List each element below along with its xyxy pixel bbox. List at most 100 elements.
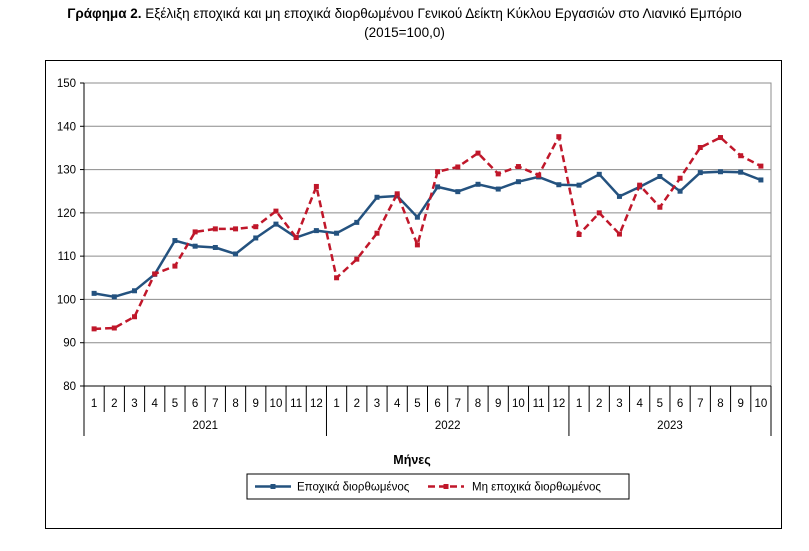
chart-subtitle: (2015=100,0) (364, 25, 445, 40)
data-point (273, 221, 279, 227)
x-tick-label: 10 (754, 398, 767, 410)
x-tick-label: 4 (636, 398, 643, 410)
data-point (293, 235, 299, 241)
data-point (414, 214, 420, 220)
x-tick-label: 6 (677, 398, 683, 410)
data-point (576, 182, 582, 188)
data-point (354, 256, 360, 262)
x-tick-label: 11 (290, 398, 302, 410)
x-tick-label: 2 (354, 398, 360, 410)
legend-swatch-marker (270, 484, 276, 489)
data-point (273, 208, 279, 214)
series-lines (91, 134, 764, 332)
x-tick-label: 10 (270, 398, 283, 410)
data-point (677, 188, 683, 194)
y-tick-label: 130 (57, 165, 76, 177)
plot-area-border (83, 82, 772, 387)
series-line-non-seasonally-adjusted (94, 135, 762, 331)
data-point (414, 242, 420, 248)
data-point (172, 263, 178, 269)
data-point (475, 181, 481, 187)
y-tick-label: 110 (58, 251, 76, 263)
x-tick-label: 9 (253, 398, 259, 410)
data-point (334, 275, 340, 281)
data-point (738, 169, 744, 175)
data-point (657, 204, 663, 210)
data-point (495, 186, 501, 192)
x-tick-label: 2 (596, 398, 602, 410)
data-point (758, 177, 764, 183)
data-point (374, 230, 380, 236)
chart-title-bold: Γράφημα 2. (67, 6, 142, 21)
x-tick-label: 5 (414, 398, 420, 410)
x-tick-label: 3 (616, 398, 622, 410)
data-point (313, 183, 319, 189)
x-axis-title: Μήνες (393, 453, 430, 467)
chart-frame (45, 60, 782, 529)
data-point (738, 153, 744, 159)
x-tick-label: 6 (192, 398, 198, 410)
data-point (253, 235, 259, 241)
data-point (253, 224, 259, 230)
data-point (556, 134, 562, 140)
y-tick-label: 100 (57, 294, 76, 306)
x-tick-label: 4 (152, 398, 159, 410)
data-point (172, 238, 178, 244)
data-point (313, 228, 319, 234)
data-point (637, 182, 643, 188)
data-point (132, 288, 138, 294)
x-tick-label: 3 (131, 398, 137, 410)
legend-label: Μη εποχικά διορθωμένος (472, 482, 601, 494)
series-line-seasonally-adjusted (93, 170, 762, 299)
legend-swatch-marker (443, 484, 449, 489)
x-tick-label: 8 (232, 398, 238, 410)
x-tick-label: 1 (91, 398, 97, 410)
data-point (677, 175, 683, 181)
data-point (374, 194, 380, 200)
data-point (212, 226, 218, 232)
x-tick-label: 4 (394, 398, 401, 410)
y-tick-label: 140 (57, 121, 76, 133)
legend-box (246, 473, 630, 500)
x-tick-label: 12 (310, 398, 323, 410)
data-point (515, 164, 521, 170)
data-point (717, 135, 723, 141)
chart-title: Γράφημα 2. Εξέλιξη εποχικά και μη εποχικ… (0, 4, 809, 42)
data-point (515, 179, 521, 185)
data-point (616, 193, 622, 199)
x-tick-label: 1 (576, 398, 582, 410)
year-label: 2023 (657, 420, 683, 432)
x-tick-label: 9 (495, 398, 501, 410)
x-tick-label: 5 (172, 398, 178, 410)
gridlines (83, 82, 772, 387)
legend-label: Εποχικά διορθωμένος (297, 482, 410, 494)
data-point (111, 325, 117, 331)
data-point (192, 229, 198, 235)
data-point (657, 173, 663, 179)
data-point (455, 164, 461, 170)
data-point (233, 226, 239, 232)
data-point (435, 184, 441, 190)
data-point (435, 169, 441, 175)
x-tick-label: 1 (333, 398, 339, 410)
y-tick-label: 120 (57, 208, 76, 220)
data-point (475, 150, 481, 156)
data-point (455, 189, 461, 195)
data-point (132, 314, 138, 320)
x-tick-label: 12 (552, 398, 565, 410)
x-tick-label: 9 (737, 398, 743, 410)
chart-title-text: Εξέλιξη εποχικά και μη εποχικά διορθωμέν… (141, 6, 742, 21)
data-point (536, 172, 542, 178)
data-point (192, 243, 198, 249)
data-point (152, 271, 158, 277)
data-point (91, 326, 97, 332)
data-point (91, 290, 97, 296)
data-point (334, 230, 340, 236)
data-point (495, 171, 501, 177)
x-tick-label: 6 (434, 398, 440, 410)
x-tick-label: 8 (717, 398, 723, 410)
year-label: 2022 (435, 420, 461, 432)
data-point (576, 232, 582, 237)
data-point (212, 244, 218, 250)
